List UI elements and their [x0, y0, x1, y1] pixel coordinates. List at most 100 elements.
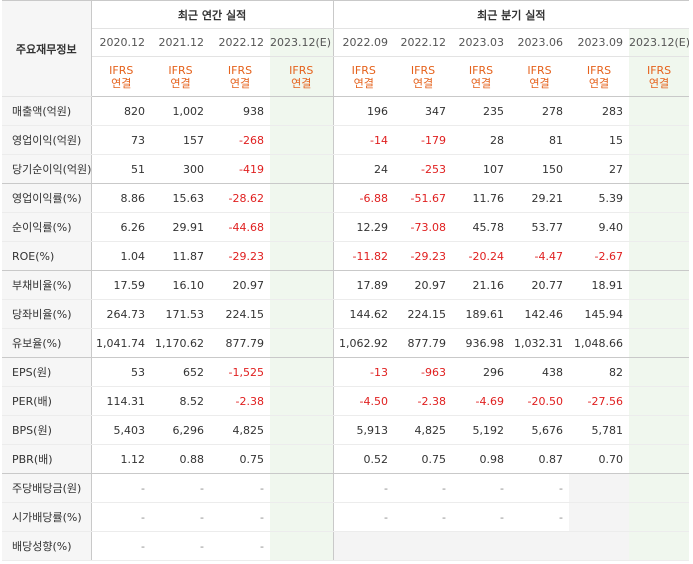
value-cell: [452, 531, 511, 561]
value-cell: 53.77: [510, 212, 570, 242]
value-cell: 296: [452, 357, 511, 387]
value-cell: 0.75: [210, 444, 270, 474]
value-cell: 224.15: [394, 299, 453, 329]
value-cell: [629, 241, 690, 271]
period-header: 2023.06: [510, 28, 570, 57]
value-cell: -20.50: [510, 386, 570, 416]
value-cell: -: [210, 473, 270, 503]
value-cell: 877.79: [210, 328, 270, 358]
table-row: 유보율(%) 1,041.74 1,170.62 877.79 1,062.92 877.…: [2, 328, 690, 358]
value-cell: -: [452, 502, 511, 532]
table-row: 시가배당률(%) - - - - - - -: [2, 502, 690, 532]
standard-line2: 연결: [648, 76, 670, 90]
value-cell: -268: [210, 125, 270, 155]
table-row: PBR(배) 1.12 0.88 0.75 0.52 0.75 0.98 0.87 0.70: [2, 444, 690, 474]
standard-line1: IFRS: [351, 63, 376, 77]
value-cell: [569, 473, 630, 503]
table-row: 당좌비율(%) 264.73 171.53 224.15 144.62 224.15 189…: [2, 299, 690, 329]
row-label: 부채비율(%): [2, 270, 92, 300]
standard-line1: IFRS: [227, 63, 253, 77]
standard-line2: 연결: [470, 76, 492, 90]
period-header: 2023.03: [452, 28, 511, 57]
value-cell: -: [394, 502, 453, 532]
value-cell: 28: [452, 125, 511, 155]
value-cell: 24: [333, 154, 395, 184]
value-cell: 29.21: [510, 183, 570, 213]
standard-line1: IFRS: [527, 63, 552, 77]
value-cell: -253: [394, 154, 453, 184]
value-cell: [569, 531, 630, 561]
table-row: ROE(%) 1.04 11.87 -29.23 -11.82 -29.23 -20.24-…: [2, 241, 690, 271]
value-cell: 877.79: [394, 328, 453, 358]
value-cell: -: [333, 502, 395, 532]
row-label: 당좌비율(%): [2, 299, 92, 329]
value-cell: [629, 154, 690, 184]
value-cell: 8.86: [91, 183, 151, 213]
standard-line1: IFRS: [168, 63, 193, 77]
standard-line1: IFRS: [289, 63, 314, 77]
value-cell: -: [210, 502, 270, 532]
value-cell: 0.87: [510, 444, 570, 474]
value-cell: -4.69: [452, 386, 511, 416]
value-cell: -14: [333, 125, 395, 155]
value-cell: 12.29: [333, 212, 395, 242]
value-cell: 264.73: [91, 299, 151, 329]
value-cell: 652: [151, 357, 210, 387]
value-cell: -: [210, 531, 270, 561]
table-row: 순이익률(%) 6.26 29.91 -44.68 12.29 -73.08 45.78 53…: [2, 212, 690, 242]
accounting-standard: IFRS 연결: [91, 56, 151, 97]
value-cell: 5,403: [91, 415, 151, 445]
value-cell: 0.70: [569, 444, 630, 474]
period-header: 2022.12: [210, 28, 270, 57]
period-header: 2023.12(E): [270, 28, 334, 57]
value-cell: -419: [210, 154, 270, 184]
value-cell: -179: [394, 125, 453, 155]
period-header: 2020.12: [91, 28, 151, 57]
value-cell: [270, 270, 334, 300]
value-cell: 1,002: [151, 96, 210, 126]
period-header: 2023.12(E): [629, 28, 690, 57]
value-cell: [629, 299, 690, 329]
period-header: 2021.12: [151, 28, 210, 57]
standard-line1: IFRS: [410, 63, 436, 77]
value-cell: -: [151, 473, 210, 503]
value-cell: 157: [151, 125, 210, 155]
value-cell: -: [91, 502, 151, 532]
value-cell: -11.82: [333, 241, 395, 271]
value-cell: [270, 212, 334, 242]
value-cell: [270, 241, 334, 271]
value-cell: 1,041.74: [91, 328, 151, 358]
value-cell: 936.98: [452, 328, 511, 358]
standard-line1: IFRS: [468, 63, 494, 77]
period-header: 2022.09: [333, 28, 395, 57]
value-cell: 1,170.62: [151, 328, 210, 358]
row-label: 주당배당금(원): [2, 473, 92, 503]
accounting-standard: IFRS 연결: [333, 56, 395, 97]
standard-line2: 연결: [353, 76, 374, 90]
value-cell: -51.67: [394, 183, 453, 213]
value-cell: 107: [452, 154, 511, 184]
value-cell: [629, 96, 690, 126]
value-cell: 938: [210, 96, 270, 126]
corner-label: 주요재무정보: [2, 0, 92, 97]
value-cell: [394, 531, 453, 561]
row-label: 당기순이익(억원): [2, 154, 92, 184]
value-cell: 15.63: [151, 183, 210, 213]
value-cell: 189.61: [452, 299, 511, 329]
value-cell: [569, 502, 630, 532]
value-cell: 17.89: [333, 270, 395, 300]
standard-line2: 연결: [588, 76, 610, 90]
value-cell: -44.68: [210, 212, 270, 242]
value-cell: -2.38: [210, 386, 270, 416]
row-label: PBR(배): [2, 444, 92, 474]
value-cell: 5,676: [510, 415, 570, 445]
accounting-standard: IFRS 연결: [629, 56, 690, 97]
value-cell: [629, 357, 690, 387]
value-cell: 438: [510, 357, 570, 387]
row-label: 영업이익(억원): [2, 125, 92, 155]
table-row: 주당배당금(원) - - - - - - -: [2, 473, 690, 503]
value-cell: 224.15: [210, 299, 270, 329]
value-cell: 5,192: [452, 415, 511, 445]
value-cell: 29.91: [151, 212, 210, 242]
